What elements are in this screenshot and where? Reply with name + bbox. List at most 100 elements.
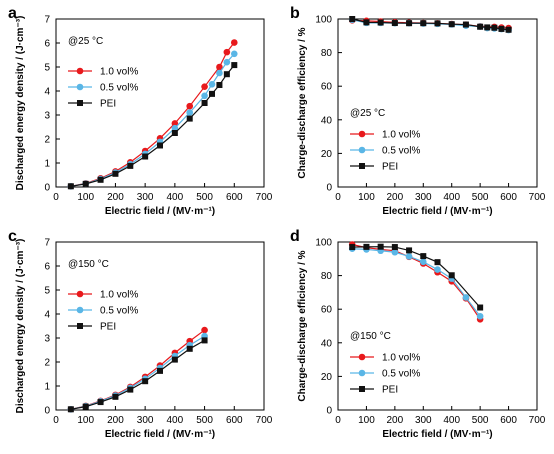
data-point [127, 162, 134, 169]
plot-frame [55, 241, 265, 411]
data-point [171, 356, 178, 363]
legend-label: 1.0 vol% [382, 353, 420, 364]
data-point [349, 16, 356, 22]
x-tick-label: 700 [256, 192, 273, 203]
data-point [505, 26, 512, 33]
x-tick-label: 500 [472, 415, 489, 426]
data-point [391, 244, 398, 251]
series-1-0-vol- [67, 39, 238, 190]
series-line [352, 246, 481, 308]
data-point [477, 23, 484, 30]
legend-item: 1.0 vol% [350, 130, 420, 141]
legend-item: PEI [350, 162, 398, 173]
legend-item: 1.0 vol% [68, 290, 138, 301]
y-tick-label: 80 [321, 271, 333, 282]
data-point [223, 71, 230, 78]
legend-label: PEI [100, 99, 116, 110]
x-tick-label: 0 [335, 415, 341, 426]
data-point [477, 304, 484, 311]
legend: 1.0 vol% 0.5 vol% PEI [68, 290, 138, 333]
x-tick-label: 400 [443, 415, 460, 426]
series-1-0-vol- [67, 326, 208, 413]
data-point [186, 109, 194, 116]
data-point [97, 176, 104, 183]
legend-swatch-marker [77, 100, 83, 106]
y-tick-label: 5 [44, 286, 50, 297]
x-tick-label: 200 [107, 415, 124, 426]
data-point [498, 25, 505, 32]
data-point [223, 48, 231, 56]
data-point [171, 130, 178, 136]
legend-swatch-marker [76, 290, 84, 298]
x-tick-label: 300 [415, 192, 432, 203]
x-tick-label: 100 [358, 192, 375, 203]
data-point [216, 63, 223, 71]
x-tick-label: 700 [529, 415, 546, 426]
data-point [462, 294, 470, 301]
x-axis-title: Electric field / (MV·m⁻¹) [382, 206, 492, 217]
data-point [476, 312, 484, 320]
legend-label: 1.0 vol% [100, 67, 138, 78]
y-tick-label: 100 [315, 15, 332, 26]
legend-swatch-marker [76, 67, 84, 75]
y-axis-title: Charge-discharge efficiency / % [297, 27, 308, 178]
x-tick-label: 100 [358, 415, 375, 426]
data-point [491, 24, 498, 31]
plot-frame [337, 241, 538, 411]
panel-letter: c [8, 228, 17, 245]
legend-label: 1.0 vol% [382, 130, 420, 141]
legend-label: PEI [382, 162, 398, 173]
series-pei [67, 337, 208, 413]
data-point [171, 120, 179, 127]
legend-label: 1.0 vol% [100, 290, 138, 301]
data-point [349, 244, 356, 251]
series-0-5-vol- [67, 50, 238, 190]
x-tick-label: 500 [472, 192, 489, 203]
y-tick-label: 1 [44, 382, 50, 393]
legend-item: 0.5 vol% [350, 369, 420, 380]
data-point [201, 337, 208, 344]
data-point [201, 100, 208, 106]
y-tick-label: 2 [44, 358, 50, 369]
series-line [352, 243, 481, 320]
chart-panel-c: c 0 100 200 300 400 500 600 700 0 1 2 3 4 5 6 7 Electric … [8, 228, 273, 440]
legend: 1.0 vol% 0.5 vol% PEI [350, 353, 420, 396]
data-point [186, 345, 193, 352]
data-point [186, 102, 194, 110]
data-point [448, 21, 455, 28]
x-tick-label: 400 [167, 192, 184, 203]
series-line [352, 248, 481, 317]
y-axis-title: Discharged energy density / (J·cm⁻³) [15, 16, 26, 191]
data-point [208, 80, 216, 88]
y-tick-label: 3 [44, 334, 50, 345]
data-point [406, 20, 413, 27]
legend-swatch-marker [76, 306, 84, 314]
legend-item: 0.5 vol% [350, 146, 420, 157]
legend-item: PEI [68, 322, 116, 333]
y-tick-label: 100 [315, 238, 332, 249]
data-point [67, 183, 74, 190]
y-tick-label: 40 [321, 338, 333, 349]
data-point [406, 247, 413, 254]
data-point [420, 253, 427, 260]
x-tick-label: 400 [443, 192, 460, 203]
legend: 1.0 vol% 0.5 vol% PEI [350, 130, 420, 173]
y-tick-label: 40 [321, 115, 333, 126]
data-point [434, 266, 441, 273]
x-tick-label: 200 [387, 415, 404, 426]
data-point [363, 243, 370, 250]
x-tick-label: 600 [500, 415, 517, 426]
x-tick-label: 300 [137, 415, 154, 426]
data-point [434, 20, 441, 27]
y-tick-label: 7 [44, 238, 50, 249]
x-tick-label: 200 [387, 192, 404, 203]
x-tick-label: 500 [196, 192, 213, 203]
series-line [70, 42, 235, 187]
data-point [391, 20, 398, 27]
data-point [223, 58, 231, 66]
legend-label: PEI [382, 385, 398, 396]
x-tick-label: 600 [226, 192, 243, 203]
data-point [231, 62, 238, 69]
legend-swatch-marker [358, 369, 366, 377]
